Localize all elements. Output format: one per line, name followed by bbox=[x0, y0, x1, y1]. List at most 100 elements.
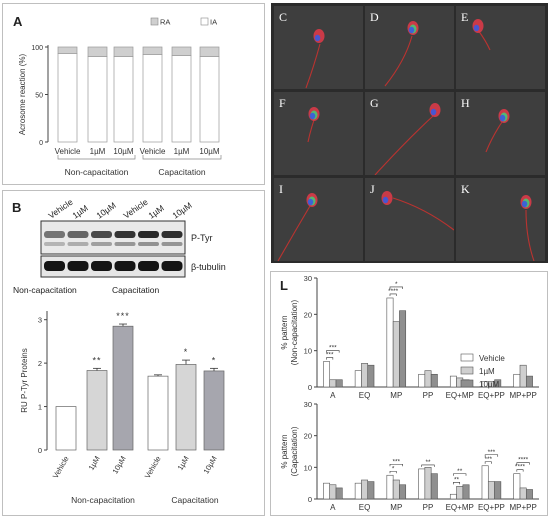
sperm-nucleus bbox=[309, 112, 316, 120]
sperm-nucleus bbox=[382, 196, 389, 204]
significance-label: ** bbox=[425, 459, 431, 466]
sperm-sketch bbox=[305, 29, 325, 89]
bar bbox=[175, 364, 197, 451]
x-tick-label: MP bbox=[390, 503, 402, 512]
significance-label: *** bbox=[326, 352, 334, 359]
y-axis-label: RU P-Tyr Proteins bbox=[20, 348, 29, 412]
x-tick-label: 10µM bbox=[113, 147, 134, 156]
significance-bracket bbox=[389, 286, 403, 289]
x-tick-label: Vehicle bbox=[140, 147, 166, 156]
y-axis-label: % pattern bbox=[280, 315, 289, 349]
bar bbox=[354, 482, 362, 500]
significance-label: * bbox=[392, 465, 395, 472]
sperm-sketch bbox=[485, 109, 510, 153]
micrograph-letter: F bbox=[279, 96, 286, 110]
y-tick-label: 50 bbox=[35, 93, 43, 100]
bar bbox=[203, 370, 225, 451]
x-tick-label: EQ+PP bbox=[478, 503, 505, 512]
legend-label: RA bbox=[160, 18, 170, 27]
micrograph-c: C bbox=[274, 6, 363, 89]
bar bbox=[481, 465, 489, 500]
y-tick-label: 10 bbox=[304, 463, 312, 472]
blot-ptyr-frame bbox=[40, 220, 186, 255]
group-bracket bbox=[57, 155, 136, 160]
bar bbox=[430, 373, 438, 388]
bar bbox=[323, 361, 331, 388]
x-tick-label: A bbox=[330, 391, 336, 400]
blot-dose-label: 10µM bbox=[170, 200, 193, 220]
group-label: Capacitation bbox=[171, 495, 219, 505]
y-tick-label: 0 bbox=[38, 446, 42, 455]
significance-bracket bbox=[326, 350, 340, 353]
legend-swatch bbox=[150, 17, 159, 26]
bar bbox=[386, 297, 394, 388]
blot-band bbox=[91, 242, 112, 246]
significance-bracket bbox=[484, 454, 499, 457]
bar bbox=[323, 482, 331, 500]
group-label: Non-capacitation bbox=[71, 495, 135, 505]
y-tick-label: 20 bbox=[304, 310, 312, 319]
bar bbox=[367, 364, 375, 388]
x-tick-label: 1µM bbox=[176, 455, 191, 472]
x-tick-label: 10µM bbox=[110, 455, 127, 476]
blot-label-ptyr: P-Tyr bbox=[191, 233, 213, 243]
x-tick-label: 10µM bbox=[201, 455, 218, 476]
micrograph-k: K bbox=[456, 178, 545, 261]
sperm-tail bbox=[374, 115, 434, 175]
blot-band bbox=[44, 231, 65, 238]
blot-band bbox=[114, 242, 136, 246]
blot-band bbox=[161, 261, 183, 271]
bar bbox=[392, 321, 400, 388]
bar bbox=[449, 493, 457, 500]
significance-bracket bbox=[389, 293, 397, 296]
bar bbox=[494, 481, 502, 500]
x-tick-label: Vehicle bbox=[143, 455, 163, 480]
y-tick-label: 1 bbox=[38, 403, 42, 412]
y-tick-label: 3 bbox=[38, 316, 42, 325]
bar bbox=[399, 484, 407, 500]
sperm-sketch bbox=[520, 195, 535, 261]
x-tick-label: EQ+MP bbox=[446, 503, 474, 512]
micrograph-letter: D bbox=[370, 10, 379, 24]
sperm-nucleus bbox=[314, 34, 321, 42]
y-axis-label: Acrosome reaction (%) bbox=[18, 53, 27, 135]
blot-dose-label: Vehicle bbox=[46, 197, 74, 221]
sperm-sketch bbox=[381, 191, 454, 231]
group-label: Non-capacitation bbox=[65, 167, 129, 177]
bar bbox=[519, 487, 527, 500]
significance-label: ** bbox=[457, 468, 463, 475]
sperm-tail bbox=[392, 197, 454, 231]
legend-swatch bbox=[200, 17, 209, 26]
microscopy-grid: C D E F G H I J K bbox=[271, 3, 548, 263]
significance-label: *** bbox=[484, 456, 492, 463]
bar bbox=[354, 370, 362, 388]
bar-ra bbox=[113, 46, 134, 57]
significance-bracket bbox=[516, 462, 530, 465]
blot-dose-label: Vehicle bbox=[121, 197, 149, 221]
micrograph-letter: J bbox=[370, 182, 375, 196]
micrograph-letter: G bbox=[370, 96, 379, 110]
y-tick-label: 0 bbox=[308, 383, 312, 392]
panel-a-chart: 0 50 100 Acrosome reaction (%) RA IA Vehicle 1µ… bbox=[18, 17, 222, 177]
y-axis-label: (Non-capacitation) bbox=[290, 299, 299, 365]
legend-swatch bbox=[460, 353, 474, 362]
bar bbox=[513, 373, 521, 388]
panel-b: B Vehicle 1µM 10µM Vehicle 1µM 10µM P-Tyr β-tub… bbox=[2, 190, 265, 516]
bar bbox=[55, 406, 77, 451]
bar-ia bbox=[142, 54, 163, 143]
sperm-tail bbox=[485, 121, 503, 153]
legend-label: 1µM bbox=[479, 367, 495, 376]
sperm-tail bbox=[305, 43, 321, 89]
significance-label: *** bbox=[392, 458, 400, 465]
bar bbox=[367, 481, 375, 500]
significance-label: **** bbox=[388, 288, 399, 295]
x-tick-label: 1µM bbox=[87, 455, 102, 472]
x-tick-label: EQ bbox=[359, 503, 371, 512]
y-tick-label: 10 bbox=[304, 347, 312, 356]
bar bbox=[424, 467, 432, 500]
blot-band bbox=[114, 261, 136, 271]
bar-ra bbox=[87, 46, 108, 57]
bar bbox=[329, 484, 337, 500]
blot-band bbox=[114, 231, 136, 238]
